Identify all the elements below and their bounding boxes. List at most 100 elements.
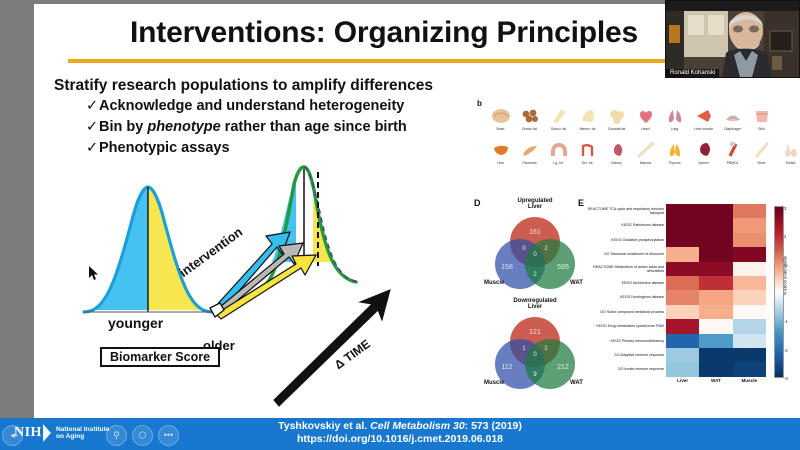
- search-icon[interactable]: ⚲: [106, 424, 127, 446]
- venn-downregulated-liver-name: Liver: [527, 304, 543, 310]
- bullet-item-2: ✓Bin by phenotype rather than age since …: [86, 117, 484, 138]
- heart-icon: [631, 106, 660, 126]
- heatmap-row: [666, 362, 766, 377]
- heatmap-row: [666, 347, 766, 363]
- testes-icon: [776, 140, 800, 160]
- organ-item: Brown fat: [515, 106, 544, 131]
- heatmap-cell[interactable]: [666, 204, 700, 219]
- presentation-controls[interactable]: ◂ ⚲ ⬡ •••: [2, 424, 192, 446]
- bullet-item-1: ✓Acknowledge and understand heterogeneit…: [86, 96, 484, 117]
- organ-item: Brain: [486, 106, 515, 131]
- organ-item: Thymus: [660, 140, 689, 165]
- heatmap-cell[interactable]: [699, 347, 733, 363]
- heatmap-cell[interactable]: [699, 362, 733, 377]
- heatmap-row-label: GO Adaptive immune response: [614, 353, 664, 357]
- heatmap-cell[interactable]: [732, 319, 766, 334]
- organ-item: Marrow: [631, 140, 660, 165]
- heatmap-cell[interactable]: [666, 290, 700, 305]
- top-gray-margin: [0, 0, 800, 4]
- more-icon[interactable]: •••: [158, 424, 179, 446]
- organ-name: Diaphragm: [724, 127, 741, 131]
- colorbar-tick: 1: [784, 262, 787, 268]
- time-arrow: [273, 289, 391, 407]
- heatmap-cell[interactable]: [732, 347, 766, 363]
- heatmap-cell[interactable]: [666, 333, 700, 348]
- heatmap-cell[interactable]: [699, 290, 733, 305]
- organ-item: Heart: [631, 106, 660, 131]
- heatmap-cell[interactable]: [666, 304, 700, 320]
- heatmap-cell[interactable]: [666, 319, 700, 334]
- heatmap-cell[interactable]: [666, 362, 700, 377]
- citation-doi-link[interactable]: https://doi.org/10.1016/j.cmet.2019.06.0…: [0, 433, 800, 446]
- spleen-icon: [689, 140, 718, 160]
- bullet-item-3-text: Phenotypic assays: [99, 140, 230, 156]
- venn-down-liver-muscle: 1: [522, 346, 526, 352]
- heatmap-cell[interactable]: [666, 232, 700, 248]
- institute-line-2: on Aging: [55, 433, 85, 440]
- citation-journal: Cell Metabolism 30: [370, 420, 465, 432]
- heatmap-cell[interactable]: [732, 218, 766, 233]
- heatmap-cell[interactable]: [699, 247, 733, 262]
- slide-title: Interventions: Organizing Principles: [130, 16, 638, 49]
- colorbar-tick: 2: [784, 234, 787, 240]
- venn-up-liver-wat: 2: [544, 246, 548, 252]
- yellow-arrow: [215, 254, 317, 320]
- heatmap-cell[interactable]: [732, 304, 766, 320]
- organ-name: Mesen. fat: [579, 127, 596, 131]
- heatmap-cell[interactable]: [666, 261, 700, 276]
- participant-video-tile[interactable]: Ronald Kohanski: [665, 0, 800, 78]
- large-intestine-icon: [544, 140, 573, 160]
- kidney-icon: [602, 140, 631, 160]
- organ-item: Spleen: [689, 140, 718, 165]
- institute-name: National Institute on Aging: [56, 426, 109, 441]
- heatmap-cell[interactable]: [666, 247, 700, 262]
- heatmap-cell[interactable]: [732, 247, 766, 262]
- citation-block: Tyshkovskiy et al. Cell Metabolism 30: 5…: [0, 420, 800, 446]
- shield-icon[interactable]: ⬡: [132, 424, 153, 446]
- heatmap-cell[interactable]: [699, 319, 733, 334]
- liver-icon: [486, 140, 515, 160]
- heatmap-cell[interactable]: [666, 275, 700, 291]
- heatmap-cell[interactable]: [732, 362, 766, 377]
- limb-muscle-icon: [689, 106, 718, 126]
- heatmap-cell[interactable]: [699, 304, 733, 320]
- doi-link-anchor[interactable]: https://doi.org/10.1016/j.cmet.2019.06.0…: [296, 433, 503, 445]
- heatmap-cell[interactable]: [699, 261, 733, 276]
- heatmap-cell[interactable]: [732, 333, 766, 348]
- organ-name: Sm. Int.: [581, 161, 594, 165]
- organ-name: Heart: [641, 127, 650, 131]
- heatmap-cell[interactable]: [732, 290, 766, 305]
- heatmap-cell[interactable]: [699, 275, 733, 291]
- heatmap-cell[interactable]: [666, 218, 700, 233]
- heatmap-cell[interactable]: [732, 204, 766, 219]
- venn-upregulated-title: Upregulated: [517, 198, 553, 204]
- organ-name: Testes: [785, 161, 796, 165]
- heatmap-column-label: WAT: [711, 378, 721, 383]
- heatmap-cell[interactable]: [699, 232, 733, 248]
- heatmap-cell[interactable]: [699, 204, 733, 219]
- organ-item: Lung: [660, 106, 689, 131]
- venn-upregulated-liver-name: Liver: [527, 204, 543, 210]
- title-accent-rule: [68, 59, 728, 63]
- heatmap-row-label: KEGG Oxidative phosphorylation: [611, 237, 664, 242]
- pancreas-icon: [515, 140, 544, 160]
- heatmap-cell[interactable]: [732, 261, 766, 276]
- heatmap-cell[interactable]: [732, 275, 766, 291]
- venn-downregulated-title: Downregulated: [513, 298, 557, 304]
- heatmap-grid: [666, 204, 766, 377]
- organ-name: Lg. Int.: [553, 161, 564, 165]
- panel-d-venn-panel: D Upregulated Liver 161 158 595 0 2 0 2 …: [472, 198, 583, 396]
- panel-e-label: E: [578, 198, 585, 208]
- heatmap-row-label: KEGG Alzheimers disease: [621, 281, 664, 286]
- organ-item: Liver: [486, 140, 515, 165]
- heatmap-cell[interactable]: [699, 218, 733, 233]
- venn-down-wat-only: 212: [557, 364, 569, 371]
- heatmap-row: [666, 261, 766, 276]
- venn-upregulated-wat-name: WAT: [570, 280, 583, 286]
- bullet-item-3: ✓Phenotypic assays: [86, 138, 484, 159]
- citation-line-1: Tyshkovskiy et al. Cell Metabolism 30: 5…: [0, 420, 800, 433]
- heatmap-cell[interactable]: [732, 232, 766, 248]
- back-icon[interactable]: ◂: [2, 424, 23, 446]
- heatmap-cell[interactable]: [666, 347, 700, 363]
- heatmap-cell[interactable]: [699, 333, 733, 348]
